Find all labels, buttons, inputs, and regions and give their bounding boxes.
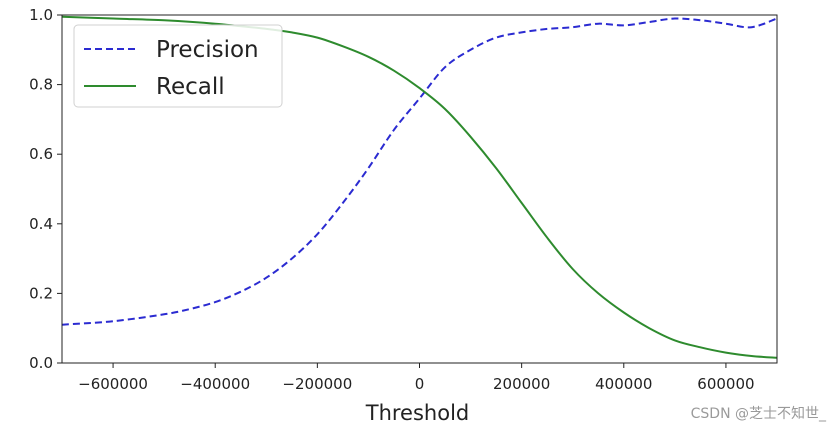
y-tick-label: 0.4 <box>29 215 53 233</box>
x-tick-label: −200000 <box>282 375 352 393</box>
legend: Precision Recall <box>73 24 283 108</box>
legend-label-recall: Recall <box>156 74 225 100</box>
x-tick-label: 400000 <box>595 375 652 393</box>
x-axis-ticks: −600000 −400000 −200000 0 200000 400000 600000 <box>78 363 755 393</box>
series-line-precision <box>62 17 777 326</box>
y-tick-label: 0.0 <box>29 354 53 372</box>
x-tick-label: −400000 <box>180 375 250 393</box>
y-tick-label: 0.6 <box>29 145 53 163</box>
y-tick-label: 0.2 <box>29 284 53 302</box>
x-axis-label: Threshold <box>365 401 470 425</box>
y-tick-label: 0.8 <box>29 76 53 94</box>
x-tick-label: 600000 <box>697 375 754 393</box>
x-tick-label: −600000 <box>78 375 148 393</box>
y-axis-ticks: 0.0 0.2 0.4 0.6 0.8 1.0 <box>29 6 62 372</box>
x-tick-label: 200000 <box>493 375 550 393</box>
legend-label-precision: Precision <box>156 37 259 63</box>
y-tick-label: 1.0 <box>29 6 53 24</box>
x-tick-label: 0 <box>415 375 425 393</box>
watermark-text: CSDN @芝士不知世_ <box>690 406 826 422</box>
